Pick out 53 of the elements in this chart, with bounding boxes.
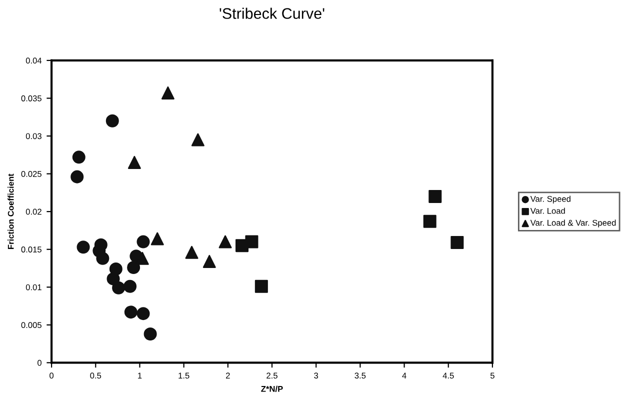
y-tick-label: 0.04 <box>26 58 42 64</box>
x-tick-label: 0 <box>50 372 54 379</box>
x-tick-label: 1 <box>138 372 142 378</box>
chart-title: 'Stribeck Curve' <box>220 8 324 19</box>
point <box>254 280 268 293</box>
point <box>106 272 120 286</box>
point <box>428 190 442 203</box>
point <box>218 235 232 248</box>
x-tick-label: 2 <box>226 372 230 378</box>
y-tick-label: 0.02 <box>26 208 42 215</box>
x-tick-label: 3.5 <box>354 372 366 379</box>
point <box>109 262 122 276</box>
point <box>150 232 164 246</box>
x-tick-label: 5 <box>490 372 494 379</box>
x-tick-label: 4 <box>402 372 406 378</box>
x-tick-label: 3 <box>314 372 318 379</box>
point <box>76 240 90 254</box>
y-axis-title: Friction Coefficient <box>8 174 14 249</box>
point <box>185 246 198 259</box>
point <box>161 86 174 100</box>
point <box>70 170 84 184</box>
x-tick-label: 0.5 <box>90 372 102 379</box>
x-tick-label: 2.5 <box>266 372 278 379</box>
x-tick-label: 4.5 <box>442 372 454 379</box>
point <box>191 133 204 146</box>
y-tick-label: 0.025 <box>21 170 42 177</box>
point <box>202 254 216 268</box>
y-tick-label: 0.035 <box>21 95 42 102</box>
point <box>124 306 138 319</box>
point <box>72 150 86 164</box>
point <box>128 156 141 169</box>
point <box>136 235 150 248</box>
legend-label: Var. Speed <box>530 196 570 204</box>
point <box>124 280 137 293</box>
point <box>136 252 149 265</box>
point <box>144 327 157 340</box>
y-tick-label: 0.005 <box>21 322 42 328</box>
point <box>136 307 150 320</box>
point <box>112 281 126 294</box>
y-tick-label: 0.015 <box>21 246 42 252</box>
x-axis-title: Z*N/P <box>261 386 283 392</box>
point <box>106 114 119 128</box>
legend-label: Var. Load & Var. Speed <box>530 220 616 228</box>
point <box>127 260 140 274</box>
point <box>423 214 436 228</box>
y-tick-label: 0 <box>38 360 42 366</box>
point <box>96 252 110 265</box>
x-tick-label: 1.5 <box>178 372 190 379</box>
y-tick-label: 0.01 <box>26 284 42 290</box>
point <box>450 236 464 250</box>
y-tick-label: 0.03 <box>26 133 42 140</box>
point <box>245 235 258 248</box>
legend-label: Var. Load <box>530 208 565 214</box>
